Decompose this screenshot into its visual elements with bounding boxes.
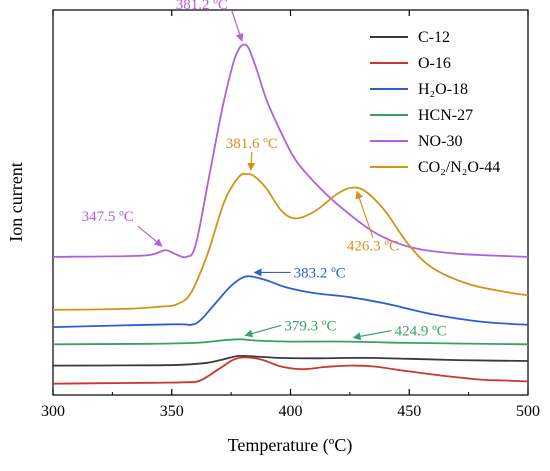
plot-frame (52, 9, 529, 396)
annotation-label: 383.2 ºC (294, 265, 346, 281)
annotation-arrow (137, 225, 163, 247)
legend-item-no-30: NO-30 (370, 133, 462, 150)
x-tick-label-300: 300 (41, 403, 65, 420)
legend-item-co-n-o-44: CO₂/N₂O-44 (370, 159, 500, 176)
series-layer (52, 43, 529, 385)
series-line-c-12 (52, 354, 529, 367)
annotation-label: 347.5 ºC (82, 209, 134, 225)
legend-item-o-16: O-16 (370, 55, 451, 72)
series-line-h-o-18 (52, 275, 529, 328)
annotation-arrow (352, 329, 392, 341)
x-axis: 300 350 400 450 500 (41, 10, 540, 420)
annotation-arrow (244, 324, 282, 338)
annotation-label: 381.6 ºC (226, 136, 278, 152)
legend-label: CO₂/N₂O-44 (418, 159, 500, 176)
series-line-no-30 (52, 43, 529, 259)
x-tick-label-450: 450 (397, 403, 421, 420)
legend-label: C-12 (418, 29, 450, 46)
annotation-arrow (247, 151, 256, 171)
series-line-o-16 (52, 356, 529, 385)
legend-item-hcn-27: HCN-27 (370, 107, 473, 124)
y-axis-label: Ion current (6, 162, 26, 241)
x-tick-label-500: 500 (516, 403, 540, 420)
x-tick-label-350: 350 (160, 403, 184, 420)
x-tick-label-400: 400 (279, 403, 303, 420)
legend-label: HCN-27 (418, 107, 473, 124)
legend-item-c-12: C-12 (370, 29, 450, 46)
legend: C-12 O-16 H₂O-18 HCN-27 NO-30 CO₂/N₂O-44 (370, 29, 500, 176)
annotation-label: 424.9 ºC (395, 324, 447, 340)
annotation-label: 381.2 ºC (176, 0, 228, 13)
legend-item-h-o-18: H₂O-18 (370, 81, 468, 98)
legend-label: H₂O-18 (418, 81, 468, 98)
series-line-co-n-o-44 (52, 173, 529, 311)
series-line-hcn-27 (52, 338, 529, 346)
annotation-label: 426.3 ºC (347, 239, 399, 255)
x-axis-label: Temperature (ºC) (228, 435, 353, 456)
annotation-arrow (355, 190, 374, 238)
legend-label: NO-30 (418, 133, 462, 150)
annotation-arrow (231, 10, 244, 42)
annotation-label: 379.3 ºC (284, 318, 336, 334)
legend-label: O-16 (418, 55, 451, 72)
